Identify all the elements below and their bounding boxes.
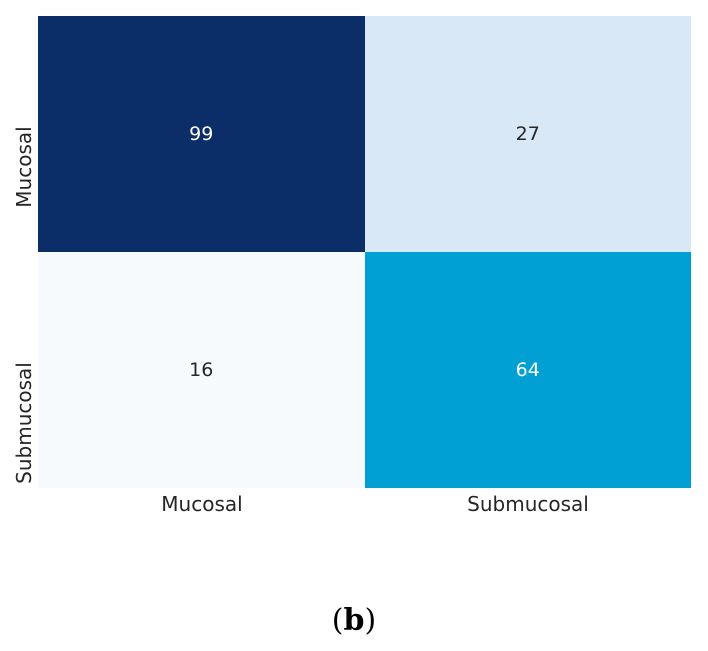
figure-caption: (b) [0, 603, 708, 639]
y-tick-label-mucosal: Mucosal [12, 126, 36, 208]
y-tick-label-submucosal: Submucosal [12, 362, 36, 484]
cell-value-r1c1: 64 [515, 358, 540, 381]
x-tick-label-mucosal: Mucosal [161, 492, 243, 516]
x-tick-label-submucosal: Submucosal [467, 492, 589, 516]
caption-open-paren: ( [331, 603, 344, 638]
heatmap-cell-r0c1: 27 [364, 16, 691, 252]
cell-value-r0c1: 27 [515, 122, 540, 145]
heatmap-grid: 99 27 16 64 [38, 16, 691, 488]
caption-letter: b [343, 603, 365, 638]
heatmap-cell-r0c0: 99 [38, 16, 365, 252]
heatmap-cell-r1c0: 16 [38, 252, 365, 488]
cell-value-r1c0: 16 [189, 358, 214, 381]
caption-close-paren: ) [364, 603, 377, 638]
cell-value-r0c0: 99 [189, 122, 214, 145]
heatmap-cell-r1c1: 64 [364, 252, 691, 488]
